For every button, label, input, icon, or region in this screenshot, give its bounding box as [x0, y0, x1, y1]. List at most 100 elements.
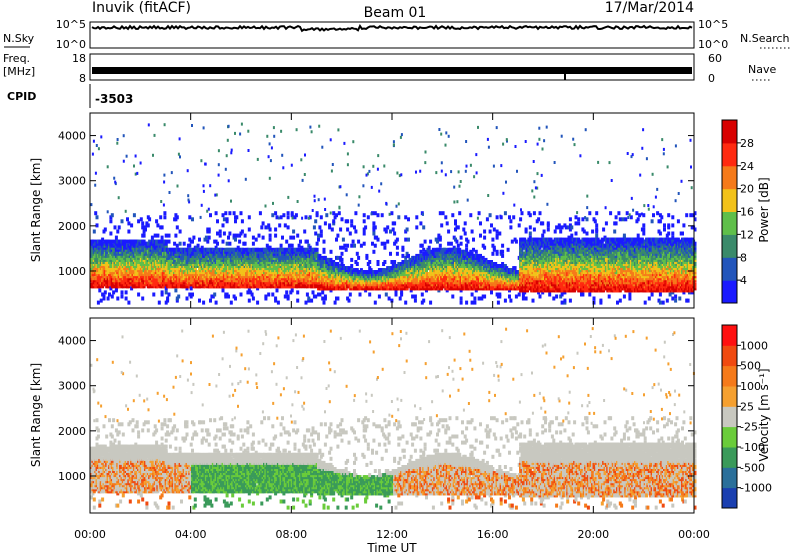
scatter-cell — [227, 236, 230, 240]
scatter-cell — [174, 234, 177, 238]
scatter-cell — [422, 299, 425, 303]
scatter-cell — [223, 232, 226, 236]
scatter-cell — [161, 290, 164, 294]
scatter-cell — [396, 238, 399, 242]
scatter-cell — [296, 234, 299, 238]
scatter-cell — [356, 252, 359, 256]
scatter-cell — [393, 221, 396, 225]
scatter-cell — [483, 295, 486, 299]
scatter-cell — [234, 238, 237, 242]
scatter-cell — [332, 211, 335, 215]
scatter-cell — [256, 301, 259, 305]
scatter-cell — [107, 297, 110, 301]
beam-title: Beam 01 — [364, 5, 427, 21]
scatter-cell — [346, 228, 349, 232]
scatter-cell — [350, 244, 353, 248]
scatter-cell — [121, 290, 124, 294]
scatter-cell — [166, 297, 169, 301]
scatter-cell — [368, 260, 371, 264]
scatter-cell — [455, 240, 458, 244]
scatter-cell — [298, 244, 301, 248]
scatter-cell — [415, 225, 418, 229]
scatter-cell — [291, 244, 294, 248]
scatter-cell — [339, 228, 342, 232]
scatter-cell — [414, 299, 417, 303]
scatter-cell — [163, 211, 166, 215]
scatter-cell — [240, 293, 243, 297]
scatter-cell — [188, 215, 191, 219]
scatter-cell — [234, 297, 237, 301]
scatter-cell — [440, 223, 443, 227]
scatter-cell — [262, 221, 265, 225]
scatter-cell — [407, 254, 410, 258]
scatter-cell — [125, 290, 128, 294]
scatter-cell — [165, 234, 168, 238]
scatter-cell — [241, 219, 244, 223]
scatter-cell — [385, 293, 388, 297]
scatter-cell — [399, 297, 402, 301]
scatter-cell — [401, 254, 404, 258]
scatter-cell — [312, 290, 315, 294]
scatter-cell — [191, 293, 194, 297]
scatter-cell — [222, 213, 225, 217]
scatter-cell — [400, 290, 403, 294]
scatter-cell — [223, 217, 226, 221]
scatter-cell — [115, 236, 118, 240]
scatter-cell — [168, 240, 171, 244]
scatter-cell — [428, 246, 431, 250]
scatter-cell — [386, 240, 389, 244]
scatter-cell — [350, 219, 353, 223]
scatter-cell — [198, 238, 201, 242]
scatter-cell — [112, 290, 115, 294]
scatter-cell — [252, 297, 255, 301]
scatter-cell — [240, 211, 243, 215]
scatter-cell — [401, 246, 404, 250]
scatter-cell — [125, 240, 128, 244]
scatter-cell — [148, 217, 151, 221]
scatter-cell — [388, 297, 391, 301]
scatter-cell — [465, 301, 468, 305]
scatter-cell — [385, 230, 388, 234]
scatter-cell — [336, 234, 339, 238]
scatter-cell — [464, 232, 467, 236]
scatter-cell — [188, 244, 191, 248]
scatter-cell — [332, 219, 335, 223]
scatter-cell — [465, 248, 468, 252]
scatter-cell — [368, 293, 371, 297]
scatter-cell — [98, 288, 101, 292]
scatter-cell — [274, 211, 277, 215]
scatter-cell — [93, 230, 96, 234]
scatter-cell — [407, 217, 410, 221]
scatter-cell — [472, 238, 475, 242]
scatter-cell — [349, 293, 352, 297]
scatter-cell — [248, 228, 251, 232]
scatter-cell — [289, 236, 292, 240]
scatter-cell — [251, 293, 254, 297]
scatter-cell — [447, 230, 450, 234]
scatter-cell — [469, 213, 472, 217]
scatter-cell — [111, 213, 114, 217]
scatter-cell — [313, 225, 316, 229]
scatter-cell — [357, 256, 360, 260]
scatter-cell — [352, 240, 355, 244]
scatter-cell — [310, 299, 313, 303]
scatter-cell — [127, 221, 130, 225]
scatter-cell — [345, 248, 348, 252]
scatter-cell — [323, 240, 326, 244]
scatter-cell — [141, 221, 144, 225]
scatter-cell — [176, 215, 179, 219]
scatter-cell — [277, 301, 280, 305]
scatter-cell — [371, 242, 374, 246]
scatter-cell — [176, 225, 179, 229]
scatter-cell — [348, 299, 351, 303]
scatter-cell — [393, 232, 396, 236]
scatter-cell — [328, 223, 331, 227]
scatter-cell — [436, 240, 439, 244]
scatter-cell — [306, 293, 309, 297]
cpid-label: CPID — [7, 90, 36, 103]
scatter-cell — [281, 236, 284, 240]
scatter-cell — [404, 215, 407, 219]
scatter-cell — [130, 223, 133, 227]
scatter-cell — [296, 290, 299, 294]
scatter-cell — [269, 238, 272, 242]
